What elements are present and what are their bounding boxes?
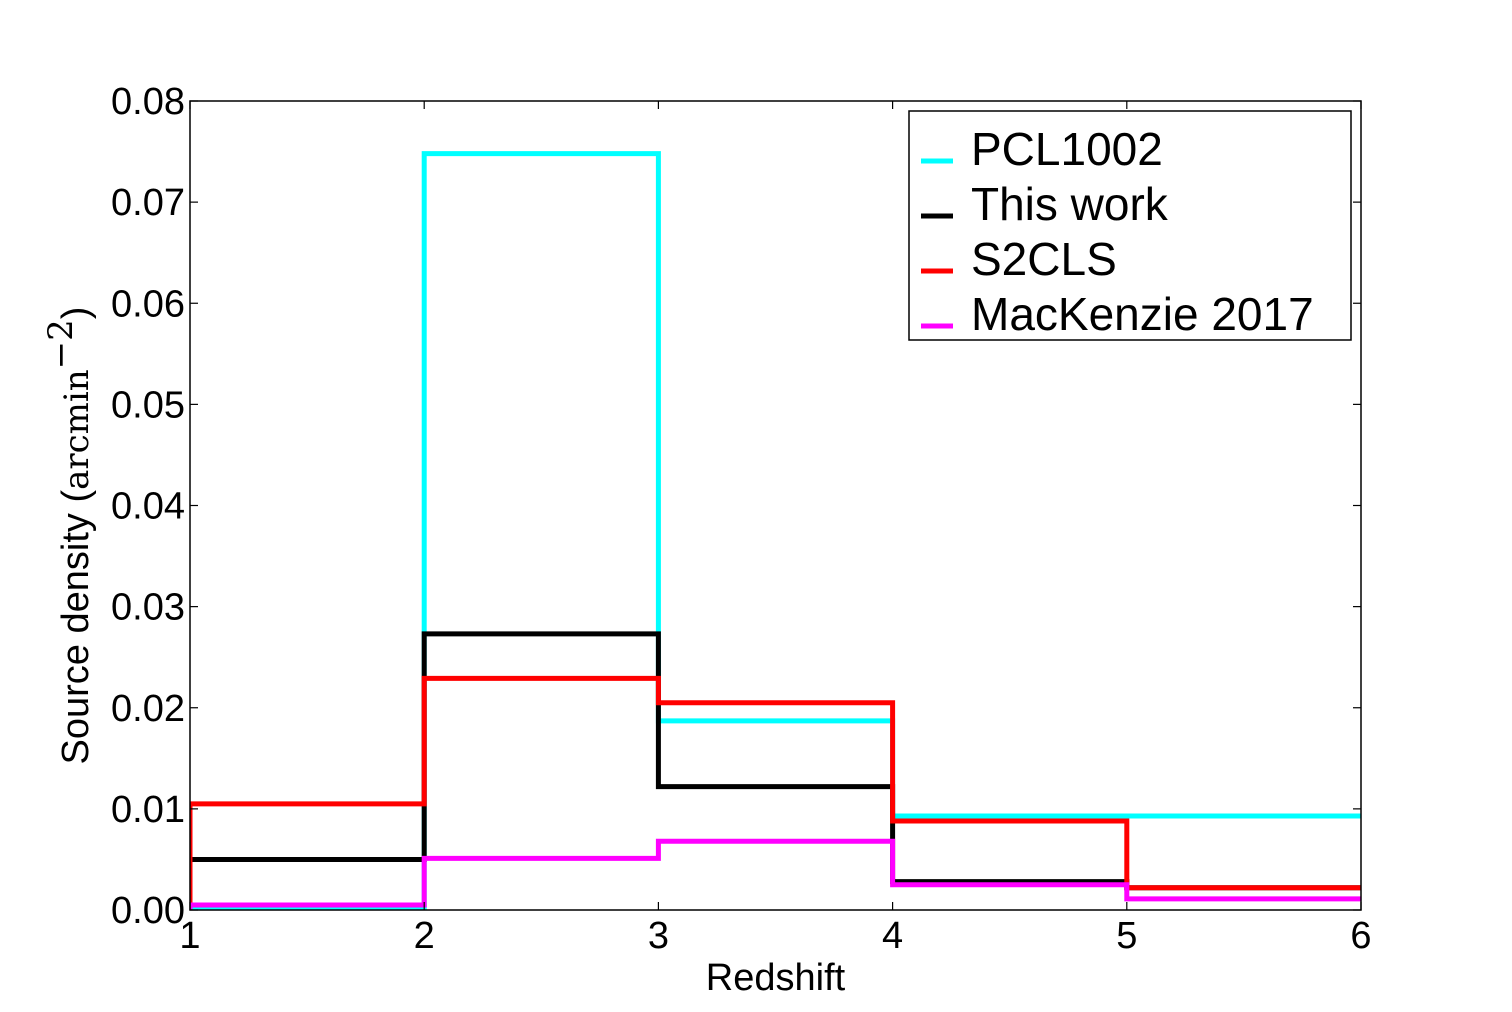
y-tick-label: 0.02 [111,688,185,730]
series-layer [190,151,1361,910]
y-tick-label: 0.05 [111,384,185,426]
legend-label-2: This work [971,178,1169,230]
y-axis-label-prefix: Source density ( [55,490,97,765]
x-axis-label: Redshift [706,957,846,999]
x-tick-label: 5 [1116,915,1137,957]
y-tick-label: 0.03 [111,587,185,629]
legend-label-3: S2CLS [971,233,1117,285]
y-tick-label: 0.04 [111,486,185,528]
y-tick-label: 0.01 [111,789,185,831]
y-tick-label: 0.07 [111,182,185,224]
y-axis-label-unit: arcmin [57,369,97,490]
y-axis-label-suffix: ) [55,307,97,320]
series-line-2 [190,631,1361,910]
x-tick-label: 6 [1350,915,1371,957]
y-tick-label: 0.06 [111,283,185,325]
legend-label-4: MacKenzie 2017 [971,288,1314,340]
y-axis-label: Source density (arcmin−2) [41,307,97,765]
legend-box [908,110,1352,341]
y-tick-label: 0.08 [111,81,185,123]
series-line-4 [190,838,1361,910]
legend-label-1: PCL1002 [971,123,1163,175]
x-tick-label: 2 [414,915,435,957]
y-tick-label: 0.00 [111,890,185,932]
x-tick-label: 1 [179,915,200,957]
y-axis-label-exponent: −2 [41,319,81,369]
x-tick-label: 3 [648,915,669,957]
series-line-3 [190,675,1361,910]
x-tick-label: 4 [882,915,903,957]
ticks-layer: 1 2 3 4 5 6 0.00 0.01 0.02 0.03 0.04 0.05 0.06 0.07 0.… [111,81,1372,957]
